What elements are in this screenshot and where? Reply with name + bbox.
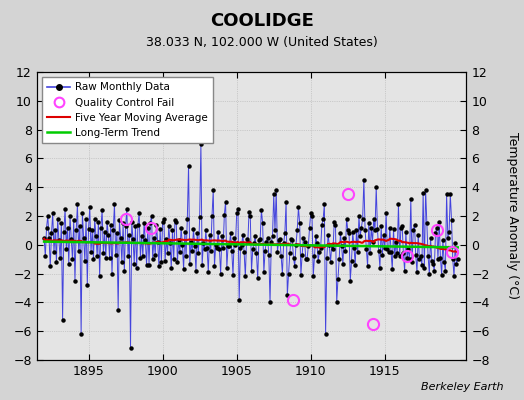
Text: COOLIDGE: COOLIDGE — [210, 12, 314, 30]
Text: 38.033 N, 102.000 W (United States): 38.033 N, 102.000 W (United States) — [146, 36, 378, 49]
Y-axis label: Temperature Anomaly (°C): Temperature Anomaly (°C) — [506, 132, 519, 300]
Text: Berkeley Earth: Berkeley Earth — [421, 382, 503, 392]
Legend: Raw Monthly Data, Quality Control Fail, Five Year Moving Average, Long-Term Tren: Raw Monthly Data, Quality Control Fail, … — [42, 77, 213, 143]
